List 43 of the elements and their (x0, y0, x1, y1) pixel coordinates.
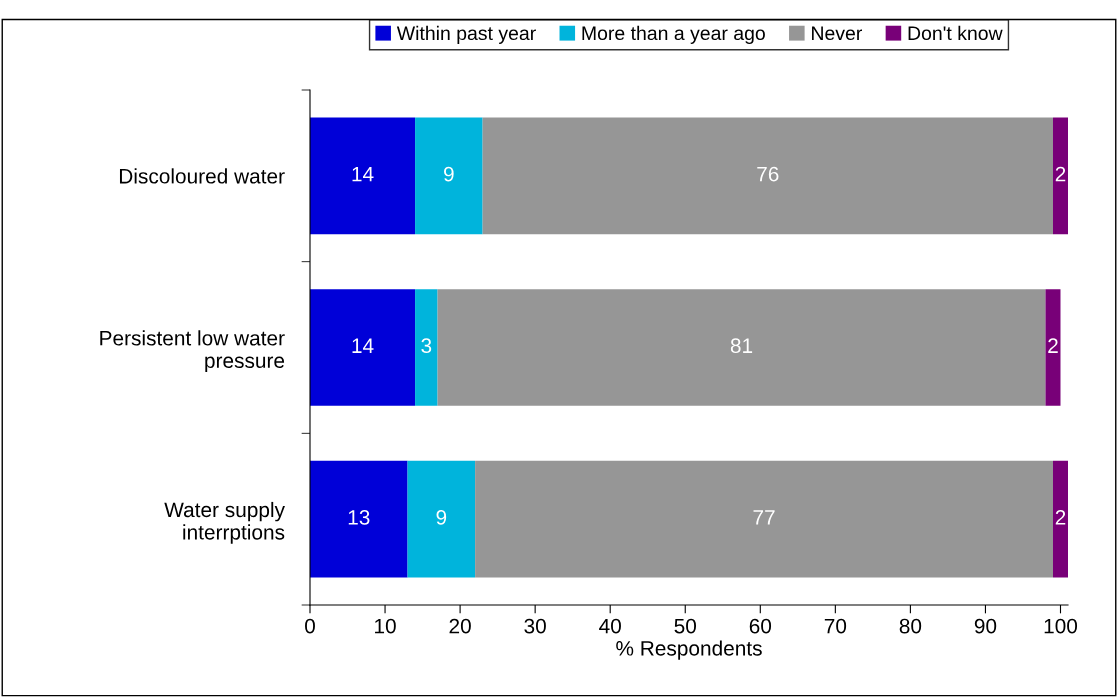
y-tick-label: Water supply interrptions (164, 501, 285, 544)
x-tick-label: 70 (824, 618, 847, 634)
data-label: 2 (1048, 338, 1058, 353)
x-tick-label: 50 (674, 618, 697, 634)
x-tick-label: 0 (305, 618, 315, 634)
bar (310, 460, 408, 578)
bar (415, 289, 438, 406)
bar (475, 460, 1053, 578)
bar (1052, 117, 1068, 235)
data-label: 3 (421, 338, 432, 354)
bar (407, 460, 476, 578)
y-tick-label: Persistent low water pressure (100, 330, 285, 373)
legend-label: Within past year (396, 25, 536, 44)
bar (310, 117, 416, 235)
bar (482, 117, 1053, 235)
x-tick-label: 100 (1044, 618, 1078, 634)
x-tick-label: 20 (449, 618, 471, 634)
x-tick-label: 80 (899, 618, 922, 634)
y-tick-label: Discoloured water (119, 168, 285, 184)
x-tick-label: 40 (599, 618, 621, 634)
data-label: 76 (757, 166, 779, 182)
x-tick-label: 90 (974, 618, 997, 634)
data-label: 9 (444, 166, 454, 182)
data-label: 2 (1055, 166, 1066, 182)
bar (1052, 460, 1068, 578)
x-axis-title: % Respondents (616, 640, 762, 660)
data-label: 14 (352, 166, 374, 182)
x-tick-label: 10 (375, 618, 396, 634)
data-label: 9 (436, 510, 447, 525)
data-label: 14 (352, 338, 374, 353)
bar (415, 117, 483, 235)
data-label: 13 (348, 510, 370, 525)
data-label: 81 (730, 338, 753, 354)
legend-label: Don't know (908, 25, 1003, 41)
data-label: 2 (1055, 510, 1066, 525)
x-tick-label: 60 (749, 618, 772, 634)
x-tick-label: 30 (524, 618, 546, 634)
bar (310, 289, 416, 406)
bar (1045, 289, 1061, 406)
legend-label: More than a year ago (582, 25, 765, 44)
legend-label: Never (812, 26, 862, 41)
data-label: 77 (753, 510, 775, 525)
bar (437, 289, 1046, 406)
